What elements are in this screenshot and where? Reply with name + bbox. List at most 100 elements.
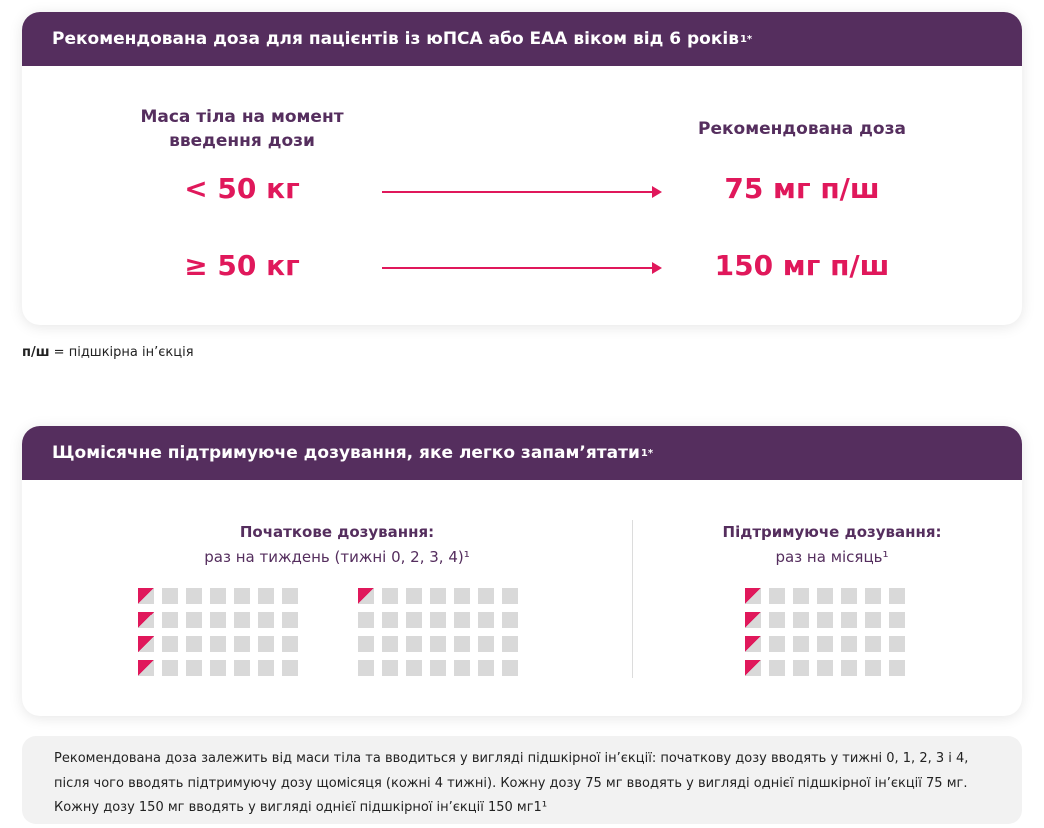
calendar-day-cell	[865, 588, 881, 604]
calendar-day-cell	[406, 636, 422, 652]
calendar-day-cell	[234, 660, 250, 676]
calendar-day-cell	[258, 612, 274, 628]
dose-card: Рекомендована доза для пацієнтів із юПСА…	[22, 12, 1022, 325]
calendar-day-cell	[430, 588, 446, 604]
calendar-day-cell	[889, 588, 905, 604]
calendar-day-cell	[430, 636, 446, 652]
calendar-day-cell	[406, 612, 422, 628]
calendar-day-cell	[258, 660, 274, 676]
dosing-note-text: Рекомендована доза залежить від маси тіл…	[54, 751, 969, 815]
dose-column-title: Рекомендована доза	[698, 119, 906, 139]
injection-day-cell	[745, 588, 761, 604]
abbreviation-footnote: п/ш = підшкірна ін’єкція	[22, 345, 194, 360]
dosing-note: Рекомендована доза залежить від маси тіл…	[22, 736, 1022, 824]
calendar-day-cell	[769, 612, 785, 628]
injection-day-cell	[358, 588, 374, 604]
injection-day-cell	[138, 612, 154, 628]
arrow-right-icon	[382, 262, 662, 274]
calendar-day-cell	[382, 612, 398, 628]
initial-dosing-subtitle: раз на тиждень (тижні 0, 2, 3, 4)¹	[204, 548, 470, 566]
schedule-card: Щомісячне підтримуюче дозування, яке лег…	[22, 426, 1022, 716]
injection-day-cell	[138, 660, 154, 676]
calendar-day-cell	[793, 660, 809, 676]
injection-day-cell	[138, 588, 154, 604]
calendar-day-cell	[162, 612, 178, 628]
calendar-day-cell	[454, 636, 470, 652]
footnote-abbr: п/ш	[22, 345, 50, 360]
calendar-day-cell	[186, 660, 202, 676]
calendar-day-cell	[841, 636, 857, 652]
calendar-day-cell	[258, 636, 274, 652]
calendar-day-cell	[382, 660, 398, 676]
calendar-day-cell	[793, 588, 809, 604]
calendar-day-cell	[430, 660, 446, 676]
calendar-day-cell	[210, 636, 226, 652]
maintenance-dosing-subtitle: раз на місяць¹	[775, 548, 889, 566]
calendar-day-cell	[210, 588, 226, 604]
calendar-day-cell	[865, 636, 881, 652]
dose-card-title-sup: 1*	[739, 33, 753, 45]
calendar-day-cell	[769, 588, 785, 604]
calendar-day-cell	[478, 612, 494, 628]
schedule-card-title: Щомісячне підтримуюче дозування, яке лег…	[52, 443, 640, 463]
calendar-day-cell	[358, 636, 374, 652]
injection-day-cell	[745, 660, 761, 676]
calendar-day-cell	[889, 636, 905, 652]
calendar-grid-initial-2	[358, 588, 518, 676]
calendar-day-cell	[478, 636, 494, 652]
weight-value: < 50 кг	[184, 172, 300, 205]
calendar-day-cell	[454, 588, 470, 604]
calendar-day-cell	[841, 588, 857, 604]
weight-value: ≥ 50 кг	[184, 249, 300, 282]
calendar-day-cell	[865, 660, 881, 676]
calendar-day-cell	[358, 660, 374, 676]
calendar-grid-maintenance	[745, 588, 905, 676]
calendar-day-cell	[769, 636, 785, 652]
weight-column-title: Маса тіла на момент введення дози	[140, 107, 344, 151]
footnote-text: = підшкірна ін’єкція	[49, 345, 194, 360]
schedule-card-title-sup: 1*	[640, 447, 654, 459]
calendar-day-cell	[502, 636, 518, 652]
calendar-day-cell	[865, 612, 881, 628]
calendar-day-cell	[406, 660, 422, 676]
calendar-day-cell	[478, 588, 494, 604]
calendar-day-cell	[282, 588, 298, 604]
arrow-right-icon	[382, 186, 662, 198]
calendar-day-cell	[769, 660, 785, 676]
section-divider	[632, 520, 633, 678]
calendar-day-cell	[234, 612, 250, 628]
calendar-day-cell	[454, 612, 470, 628]
calendar-day-cell	[234, 588, 250, 604]
calendar-day-cell	[358, 612, 374, 628]
calendar-day-cell	[406, 588, 422, 604]
calendar-day-cell	[162, 660, 178, 676]
injection-day-cell	[138, 636, 154, 652]
calendar-day-cell	[186, 636, 202, 652]
calendar-day-cell	[186, 612, 202, 628]
calendar-day-cell	[502, 612, 518, 628]
calendar-day-cell	[282, 636, 298, 652]
calendar-day-cell	[162, 636, 178, 652]
calendar-day-cell	[793, 636, 809, 652]
initial-dosing-title: Початкове дозування:	[239, 523, 435, 541]
dose-value: 75 мг п/ш	[724, 172, 880, 205]
calendar-day-cell	[430, 612, 446, 628]
calendar-day-cell	[817, 660, 833, 676]
calendar-day-cell	[382, 636, 398, 652]
calendar-day-cell	[793, 612, 809, 628]
calendar-grid-initial-1	[138, 588, 298, 676]
maintenance-dosing-title: Підтримуюче дозування:	[722, 523, 942, 541]
dose-value: 150 мг п/ш	[714, 249, 890, 282]
calendar-day-cell	[889, 660, 905, 676]
calendar-day-cell	[210, 612, 226, 628]
calendar-day-cell	[502, 588, 518, 604]
dose-card-header: Рекомендована доза для пацієнтів із юПСА…	[22, 12, 1022, 66]
calendar-day-cell	[841, 660, 857, 676]
calendar-day-cell	[382, 588, 398, 604]
schedule-card-header: Щомісячне підтримуюче дозування, яке лег…	[22, 426, 1022, 480]
calendar-day-cell	[817, 636, 833, 652]
calendar-day-cell	[234, 636, 250, 652]
calendar-day-cell	[258, 588, 274, 604]
initial-dosing-heading: Початкове дозування: раз на тиждень (тиж…	[122, 520, 552, 570]
calendar-day-cell	[817, 588, 833, 604]
